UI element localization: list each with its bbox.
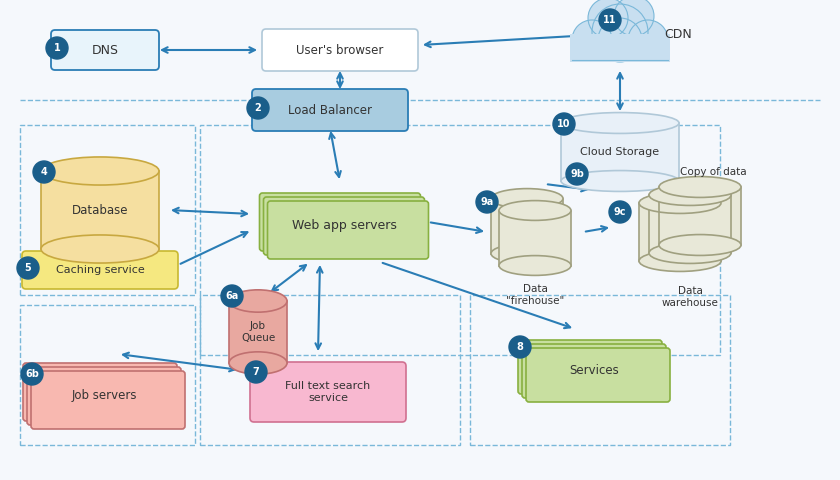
Ellipse shape (659, 177, 741, 197)
Bar (20, 305, 195, 445)
Text: Cloud Storage: Cloud Storage (580, 147, 659, 157)
Bar (659, 187, 741, 245)
Ellipse shape (229, 290, 287, 312)
Text: Job servers: Job servers (71, 389, 137, 403)
Ellipse shape (649, 185, 731, 205)
Text: 5: 5 (24, 263, 31, 273)
Text: 6b: 6b (25, 369, 39, 379)
Circle shape (33, 161, 55, 183)
Text: User's browser: User's browser (297, 44, 384, 57)
Circle shape (509, 336, 531, 358)
Text: Full text search
service: Full text search service (286, 381, 370, 403)
FancyBboxPatch shape (518, 340, 662, 394)
FancyBboxPatch shape (31, 371, 185, 429)
Ellipse shape (639, 192, 721, 214)
Ellipse shape (649, 242, 731, 264)
Ellipse shape (639, 251, 721, 272)
Ellipse shape (561, 113, 679, 133)
Bar (200, 295, 460, 445)
Bar (499, 211, 571, 265)
FancyBboxPatch shape (252, 89, 408, 131)
Bar (649, 195, 731, 253)
Text: Job
Queue: Job Queue (241, 321, 276, 343)
FancyBboxPatch shape (262, 29, 418, 71)
Circle shape (17, 257, 39, 279)
Text: 2: 2 (255, 103, 261, 113)
Circle shape (247, 97, 269, 119)
Circle shape (588, 0, 628, 38)
FancyBboxPatch shape (264, 197, 424, 255)
Text: Caching service: Caching service (55, 265, 144, 275)
Text: CDN: CDN (664, 28, 692, 41)
Ellipse shape (561, 170, 679, 192)
Ellipse shape (491, 189, 563, 208)
Text: Load Balancer: Load Balancer (288, 104, 372, 117)
FancyBboxPatch shape (267, 201, 428, 259)
Ellipse shape (41, 235, 159, 263)
Ellipse shape (229, 352, 287, 374)
Circle shape (572, 20, 612, 60)
Circle shape (221, 285, 243, 307)
Bar (491, 199, 563, 253)
FancyBboxPatch shape (250, 362, 406, 422)
FancyBboxPatch shape (27, 367, 181, 425)
Circle shape (599, 9, 621, 31)
Ellipse shape (491, 244, 563, 264)
Text: 7: 7 (253, 367, 260, 377)
Circle shape (592, 4, 648, 60)
Text: Copy of data: Copy of data (680, 167, 747, 177)
FancyBboxPatch shape (22, 251, 178, 289)
Bar (229, 301, 287, 363)
Text: DNS: DNS (92, 44, 118, 57)
Ellipse shape (499, 201, 571, 220)
Text: Web app servers: Web app servers (291, 219, 396, 232)
Text: 9c: 9c (614, 207, 627, 217)
Circle shape (628, 20, 668, 60)
Bar (200, 125, 720, 355)
FancyBboxPatch shape (522, 344, 666, 398)
Text: 4: 4 (40, 167, 47, 177)
Circle shape (553, 113, 575, 135)
FancyBboxPatch shape (260, 193, 421, 251)
Text: 8: 8 (517, 342, 523, 352)
Bar (20, 125, 195, 295)
Circle shape (46, 37, 68, 59)
Circle shape (566, 163, 588, 185)
FancyBboxPatch shape (526, 348, 670, 402)
Text: 6a: 6a (225, 291, 239, 301)
Ellipse shape (41, 157, 159, 185)
Bar (570, 34, 670, 62)
Ellipse shape (659, 235, 741, 255)
Text: Database: Database (71, 204, 129, 216)
Circle shape (476, 191, 498, 213)
Ellipse shape (499, 255, 571, 276)
Bar (639, 203, 721, 261)
FancyBboxPatch shape (51, 30, 159, 70)
Circle shape (614, 0, 654, 36)
Text: Data
warehouse: Data warehouse (662, 286, 718, 308)
Text: 10: 10 (557, 119, 570, 129)
Text: Data
"firehouse": Data "firehouse" (506, 284, 564, 306)
Text: 9b: 9b (570, 169, 584, 179)
Bar (41, 171, 159, 249)
Circle shape (245, 361, 267, 383)
Text: 11: 11 (603, 15, 617, 25)
Bar (561, 123, 679, 181)
FancyBboxPatch shape (23, 363, 177, 421)
Circle shape (598, 18, 642, 62)
Text: 1: 1 (54, 43, 60, 53)
Text: 9a: 9a (480, 197, 494, 207)
Bar (470, 295, 730, 445)
Circle shape (21, 363, 43, 385)
Circle shape (609, 201, 631, 223)
Text: Services: Services (570, 364, 619, 377)
